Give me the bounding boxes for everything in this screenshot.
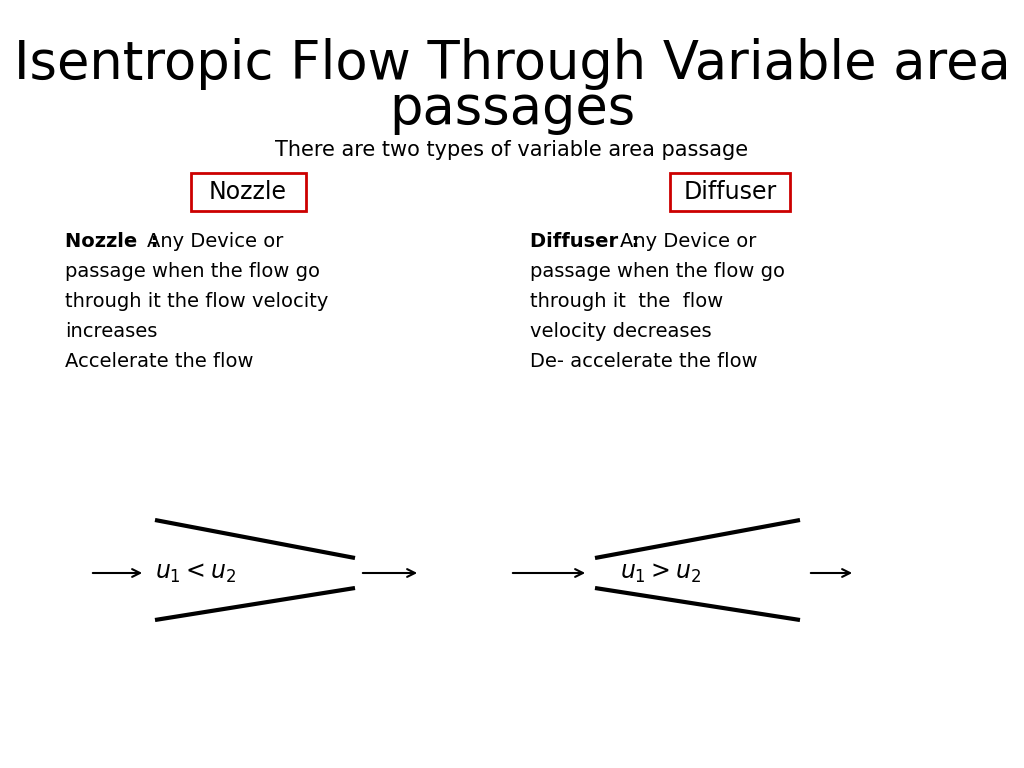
Text: passage when the flow go: passage when the flow go [65, 262, 319, 281]
Text: Nozzle  :: Nozzle : [65, 232, 159, 251]
Text: $u_1 > u_2$: $u_1 > u_2$ [620, 561, 701, 585]
Text: Any Device or: Any Device or [620, 232, 757, 251]
Text: through it the flow velocity: through it the flow velocity [65, 292, 329, 311]
Text: velocity decreases: velocity decreases [530, 322, 712, 341]
Text: Nozzle: Nozzle [209, 180, 287, 204]
Text: Isentropic Flow Through Variable area: Isentropic Flow Through Variable area [13, 38, 1011, 90]
Text: $u_1 < u_2$: $u_1 < u_2$ [155, 561, 237, 585]
Text: increases: increases [65, 322, 158, 341]
Bar [670, 173, 790, 211]
Text: Accelerate the flow: Accelerate the flow [65, 352, 254, 371]
Text: passages: passages [389, 83, 635, 135]
Text: Any Device or: Any Device or [147, 232, 284, 251]
Bar [190, 173, 305, 211]
Text: Diffuser: Diffuser [683, 180, 776, 204]
Text: passage when the flow go: passage when the flow go [530, 262, 785, 281]
Text: De- accelerate the flow: De- accelerate the flow [530, 352, 758, 371]
Text: Diffuser  :: Diffuser : [530, 232, 639, 251]
Text: There are two types of variable area passage: There are two types of variable area pas… [275, 140, 749, 160]
Text: through it  the  flow: through it the flow [530, 292, 723, 311]
